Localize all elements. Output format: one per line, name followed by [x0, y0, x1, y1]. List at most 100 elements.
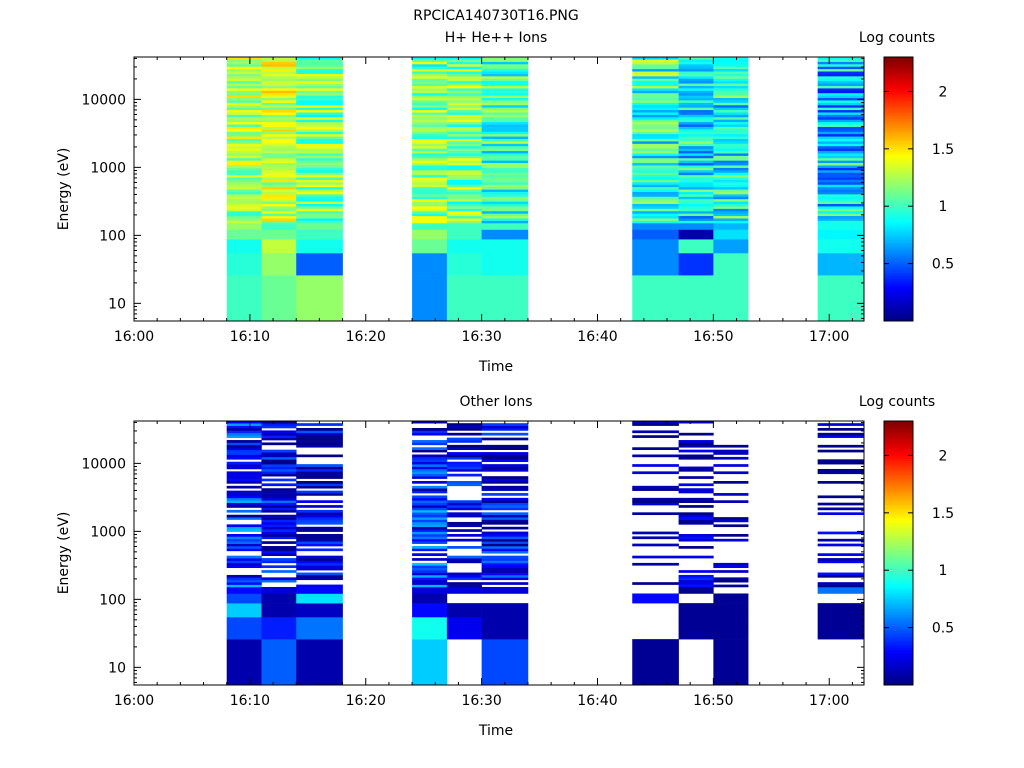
colorbar-segment	[884, 636, 913, 640]
heatmap-cell	[261, 155, 297, 159]
heatmap-cell	[261, 162, 297, 166]
heatmap-cell	[632, 198, 679, 202]
heatmap-cell	[261, 143, 297, 147]
heatmap-cell	[481, 497, 529, 501]
heatmap-cell	[632, 218, 679, 221]
heatmap-cell	[296, 543, 343, 547]
heatmap-cell	[226, 57, 262, 60]
heatmap-cell	[481, 582, 529, 585]
heatmap-cell	[226, 129, 262, 132]
colorbar-segment	[884, 288, 913, 291]
colorbar-segment	[884, 680, 913, 684]
colorbar-segment	[884, 217, 913, 221]
heatmap-cell	[632, 512, 679, 516]
colorbar-segment	[884, 603, 913, 607]
heatmap-cell	[296, 61, 343, 65]
heatmap-cell	[226, 275, 262, 322]
heatmap-cell	[632, 64, 679, 67]
heatmap-cell	[481, 577, 529, 581]
heatmap-cell	[481, 76, 529, 79]
heatmap-cell	[226, 500, 262, 503]
colorbar-segment	[884, 438, 913, 442]
heatmap-cell	[632, 182, 679, 185]
heatmap-cell	[817, 538, 865, 542]
heatmap-cell	[678, 124, 714, 127]
heatmap-cell	[713, 177, 749, 180]
heatmap-cell	[226, 440, 262, 443]
heatmap-cell	[226, 141, 262, 144]
heatmap-cell	[481, 73, 529, 77]
y-tick-label: 10000	[81, 92, 126, 108]
heatmap-cell	[678, 584, 714, 588]
heatmap-cell	[412, 194, 448, 197]
heatmap-cell	[412, 428, 448, 431]
heatmap-cell	[678, 500, 714, 503]
heatmap-cell	[817, 191, 865, 195]
heatmap-cell	[226, 184, 262, 188]
x-tick-label: 16:50	[693, 329, 733, 345]
heatmap-cell	[412, 100, 448, 103]
heatmap-cell	[412, 174, 448, 178]
heatmap-cell	[412, 68, 448, 72]
heatmap-cell	[713, 59, 749, 62]
heatmap-cell	[632, 85, 679, 89]
heatmap-cell	[713, 114, 749, 118]
heatmap-cell	[412, 505, 448, 508]
heatmap-cell	[226, 73, 262, 77]
colorbar-segment	[884, 537, 913, 541]
heatmap-cell	[446, 425, 482, 429]
heatmap-cell	[481, 155, 529, 159]
heatmap-cell	[481, 133, 529, 137]
heatmap-cell	[446, 61, 482, 65]
heatmap-cell	[817, 83, 865, 86]
heatmap-cell	[412, 95, 448, 99]
heatmap-cell	[632, 500, 679, 503]
heatmap-cell	[296, 483, 343, 487]
heatmap-cell	[446, 121, 482, 125]
heatmap-cell	[226, 100, 262, 103]
heatmap-cell	[296, 76, 343, 79]
heatmap-cell	[632, 88, 679, 91]
heatmap-cell	[632, 208, 679, 212]
heatmap-cell	[481, 500, 529, 503]
heatmap-cell	[296, 172, 343, 176]
heatmap-cell	[678, 88, 714, 91]
heatmap-cell	[678, 570, 714, 573]
heatmap-cell	[296, 468, 343, 472]
colorbar-segment	[884, 211, 913, 214]
heatmap-cell	[446, 170, 482, 173]
heatmap-cell	[713, 57, 749, 60]
heatmap-cell	[678, 153, 714, 156]
heatmap-cell	[296, 143, 343, 147]
heatmap-cell	[632, 66, 679, 70]
colorbar-segment	[884, 206, 913, 210]
heatmap-cell	[446, 112, 482, 115]
heatmap-cell	[446, 481, 482, 484]
heatmap-cell	[261, 121, 297, 125]
heatmap-cell	[817, 423, 865, 426]
heatmap-cell	[713, 136, 749, 139]
heatmap-cell	[632, 194, 679, 197]
colorbar-segment	[884, 307, 913, 311]
heatmap-cell	[296, 109, 343, 113]
colorbar-segment	[884, 447, 913, 450]
colorbar-segment	[884, 279, 913, 282]
colorbar-segment	[884, 634, 913, 637]
heatmap-cell	[296, 68, 343, 72]
heatmap-cell	[261, 189, 297, 192]
heatmap-cell	[632, 206, 679, 209]
heatmap-cell	[817, 574, 865, 578]
heatmap-cell	[481, 68, 529, 72]
heatmap-cell	[412, 172, 448, 176]
plot-frame	[133, 420, 865, 686]
heatmap-cell	[817, 582, 865, 585]
colorbar-segment	[884, 616, 913, 620]
heatmap-cell	[713, 88, 749, 91]
heatmap-cell	[632, 186, 679, 190]
heatmap-cell	[446, 215, 482, 219]
heatmap-cell	[412, 213, 448, 217]
heatmap-cell	[412, 548, 448, 552]
heatmap-cell	[817, 141, 865, 144]
heatmap-cell	[261, 514, 297, 518]
heatmap-cell	[261, 222, 297, 230]
